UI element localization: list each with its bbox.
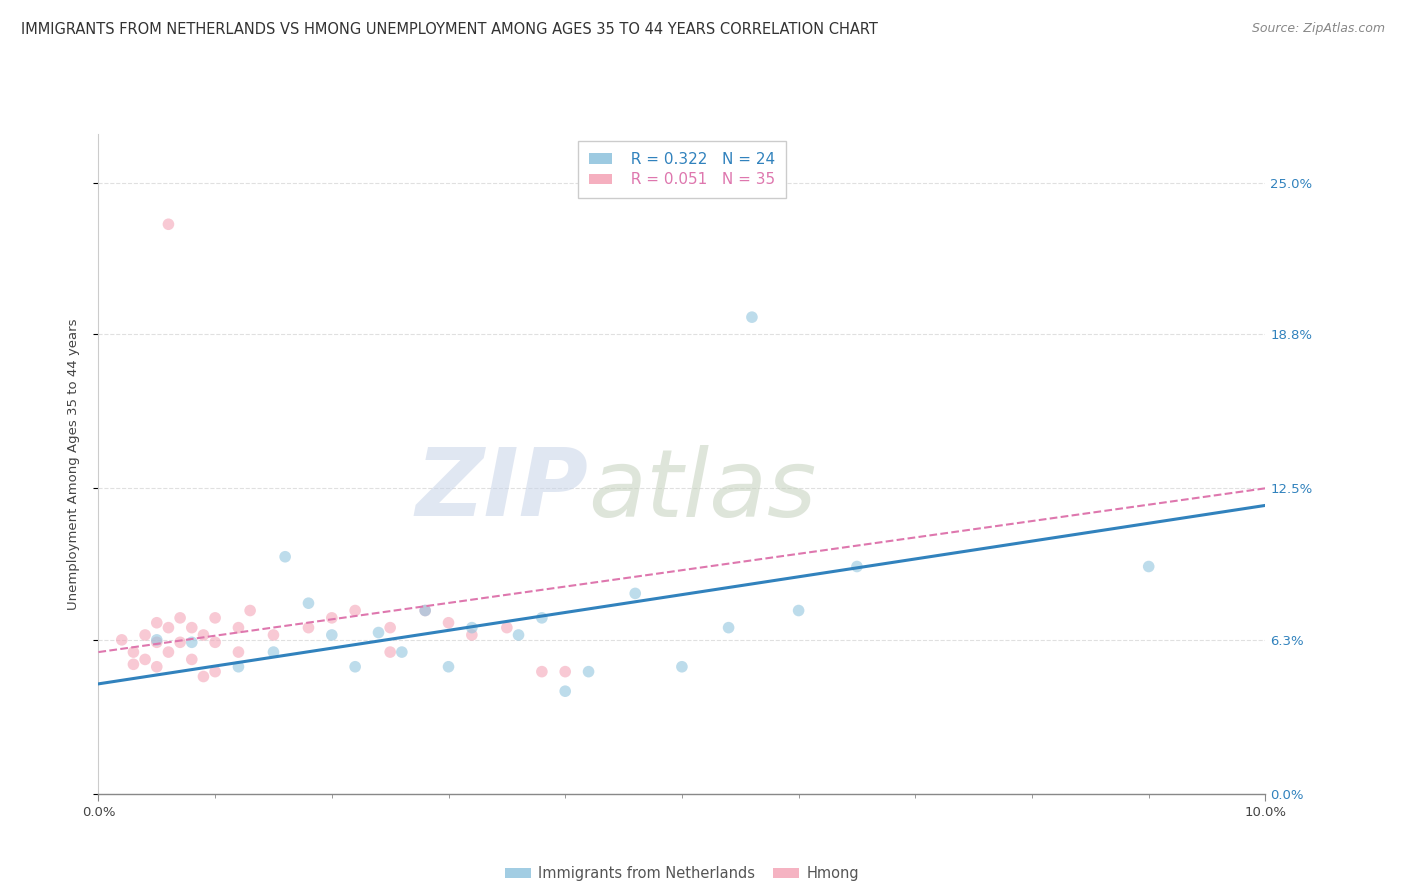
Point [495,621,517,635]
Point [378,621,402,635]
Legend: Immigrants from Netherlands, Hmong: Immigrants from Netherlands, Hmong [499,861,865,888]
Point [228,621,250,635]
Point [228,645,250,659]
Point [321,611,343,625]
Point [530,665,553,679]
Point [122,645,145,659]
Point [180,621,202,635]
Point [413,603,436,617]
Point [717,621,740,635]
Point [530,611,553,625]
Point [262,628,284,642]
Point [367,625,389,640]
Point [297,596,319,610]
Point [157,645,180,659]
Point [461,628,484,642]
Text: atlas: atlas [589,445,817,536]
Point [1137,559,1160,574]
Text: ZIP: ZIP [416,444,589,536]
Point [111,632,134,647]
Point [146,659,169,673]
Point [437,659,460,673]
Point [391,645,413,659]
Point [297,621,319,635]
Point [134,652,156,666]
Point [169,635,191,649]
Point [146,635,169,649]
Point [146,615,169,630]
Point [262,645,284,659]
Point [554,684,576,698]
Point [508,628,530,642]
Text: IMMIGRANTS FROM NETHERLANDS VS HMONG UNEMPLOYMENT AMONG AGES 35 TO 44 YEARS CORR: IMMIGRANTS FROM NETHERLANDS VS HMONG UNE… [21,22,877,37]
Point [193,669,215,683]
Point [554,665,576,679]
Point [146,632,169,647]
Point [845,559,868,574]
Point [134,628,156,642]
Point [578,665,600,679]
Point [180,635,202,649]
Point [321,628,343,642]
Point [204,611,226,625]
Point [671,659,693,673]
Point [437,615,460,630]
Point [157,217,180,231]
Text: Source: ZipAtlas.com: Source: ZipAtlas.com [1251,22,1385,36]
Y-axis label: Unemployment Among Ages 35 to 44 years: Unemployment Among Ages 35 to 44 years [67,318,80,609]
Point [344,603,367,617]
Point [122,657,145,672]
Point [378,645,402,659]
Point [461,621,484,635]
Point [193,628,215,642]
Point [274,549,297,564]
Point [741,310,763,325]
Point [344,659,367,673]
Point [239,603,262,617]
Point [204,635,226,649]
Point [787,603,810,617]
Point [413,603,436,617]
Point [180,652,202,666]
Point [204,665,226,679]
Point [624,586,647,600]
Point [228,659,250,673]
Point [157,621,180,635]
Point [169,611,191,625]
